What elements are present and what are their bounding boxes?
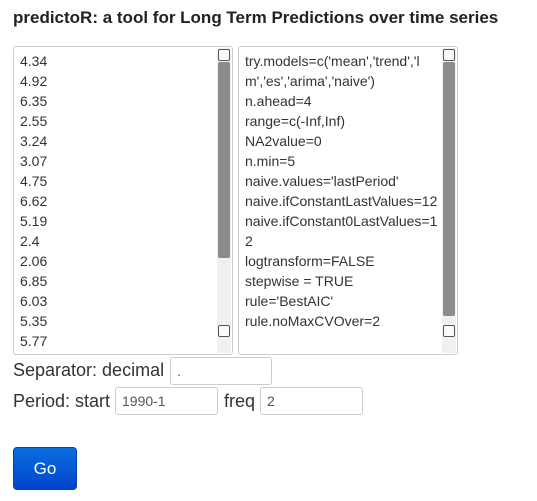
text-line: 5.19	[20, 213, 48, 229]
text-line: logtransform=FALSE	[245, 253, 375, 269]
text-line: range=c(-Inf,Inf)	[245, 113, 345, 129]
textarea-content: try.models=c('mean','trend','lm','es','a…	[245, 51, 439, 331]
text-line: 2.4	[20, 233, 40, 249]
text-line: naive.ifConstant0LastValues=12	[245, 213, 438, 249]
text-line: 3.24	[20, 133, 48, 149]
text-line: 6.85	[20, 273, 48, 289]
text-line: NA2value=0	[245, 133, 322, 149]
data-textarea[interactable]: 4.34 4.92 6.35 2.55 3.24 3.07 4.75 6.62 5.19 2.4 2…	[13, 46, 233, 355]
text-line: stepwise = TRUE	[245, 273, 354, 289]
scroll-down[interactable]	[443, 325, 455, 337]
scroll-up[interactable]	[218, 49, 230, 61]
text-line: rule='BestAIC'	[245, 293, 334, 309]
scroll-thumb[interactable]	[218, 62, 230, 258]
freq-input[interactable]: 2	[260, 387, 363, 415]
text-line: 2.55	[20, 113, 48, 129]
text-line: n.min=5	[245, 153, 296, 169]
separator-input[interactable]: .	[170, 357, 272, 385]
text-line: naive.ifConstantLastValues=12	[245, 193, 438, 209]
params-textarea[interactable]: try.models=c('mean','trend','lm','es','a…	[238, 46, 458, 355]
text-line: 4.34	[20, 53, 48, 69]
scrollbar[interactable]	[217, 48, 231, 353]
text-line: n.ahead=4	[245, 93, 312, 109]
text-line: 4.75	[20, 173, 48, 189]
text-line: naive.values='lastPeriod'	[245, 173, 399, 189]
scroll-down[interactable]	[218, 325, 230, 337]
text-line: 2.06	[20, 253, 48, 269]
scroll-thumb[interactable]	[443, 62, 455, 316]
text-line: 6.35	[20, 93, 48, 109]
textarea-content: 4.34 4.92 6.35 2.55 3.24 3.07 4.75 6.62 5.19 2.4 2…	[20, 51, 214, 351]
separator-label: Separator: decimal	[13, 360, 165, 380]
text-line: 5.77	[20, 333, 48, 349]
text-line: 4.92	[20, 73, 48, 89]
scroll-up[interactable]	[443, 49, 455, 61]
title: predictoR: a tool for Long Term Predicti…	[13, 8, 499, 27]
text-line: try.models=c('mean','trend','lm','es','a…	[245, 53, 420, 89]
period-start-input[interactable]: 1990-1	[115, 387, 218, 415]
text-line: 6.03	[20, 293, 48, 309]
text-line: 3.07	[20, 153, 48, 169]
period-start-label: Period: start	[13, 391, 111, 411]
text-line: 5.35	[20, 313, 48, 329]
text-line: 6.62	[20, 193, 48, 209]
go-button[interactable]: Go	[13, 447, 77, 490]
freq-label: freq	[224, 391, 256, 411]
text-line: rule.noMaxCVOver=2	[245, 313, 381, 329]
scrollbar[interactable]	[442, 48, 456, 353]
